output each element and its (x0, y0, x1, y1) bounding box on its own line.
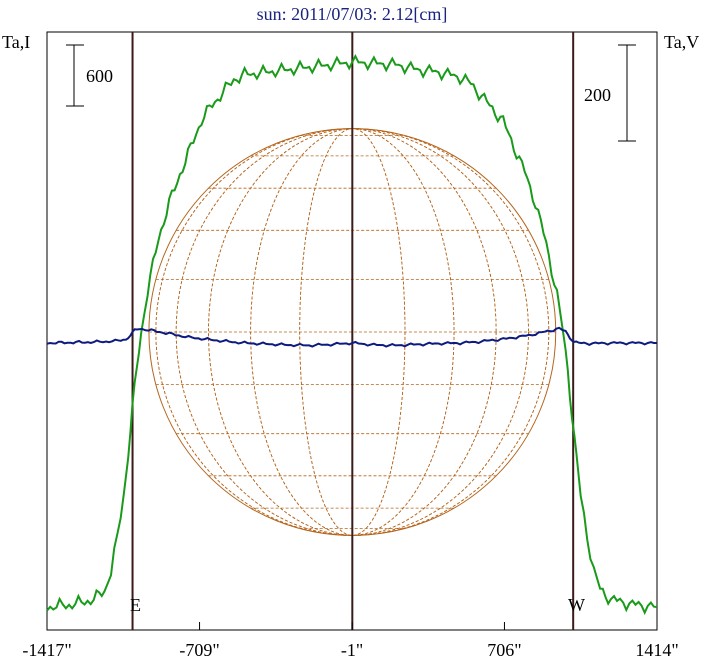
x-tick-label: -1" (341, 640, 363, 660)
scale-bar-right: 200 (584, 44, 636, 142)
series-I-line (46, 54, 658, 616)
chart-title: sun: 2011/07/03: 2.12[cm] (257, 4, 448, 24)
scale-bar-left: 600 (66, 44, 113, 107)
x-tick-label: 1414" (635, 640, 678, 660)
scale-bar-right-label: 200 (584, 85, 611, 105)
limb-markers (131, 32, 575, 630)
left-axis-label: Ta,I (2, 32, 30, 52)
x-tick-label: -709" (179, 640, 219, 660)
west-label: W (568, 595, 585, 615)
x-tick-label: 706" (487, 640, 521, 660)
x-tick-label: -1417" (22, 640, 71, 660)
series-group (46, 54, 658, 616)
x-axis: -1417" -709" -1" 706" 1414" (22, 622, 679, 660)
series-V-line (46, 326, 657, 348)
right-axis-label: Ta,V (664, 32, 699, 52)
scale-bar-left-label: 600 (86, 66, 113, 86)
east-label: E (130, 595, 141, 615)
